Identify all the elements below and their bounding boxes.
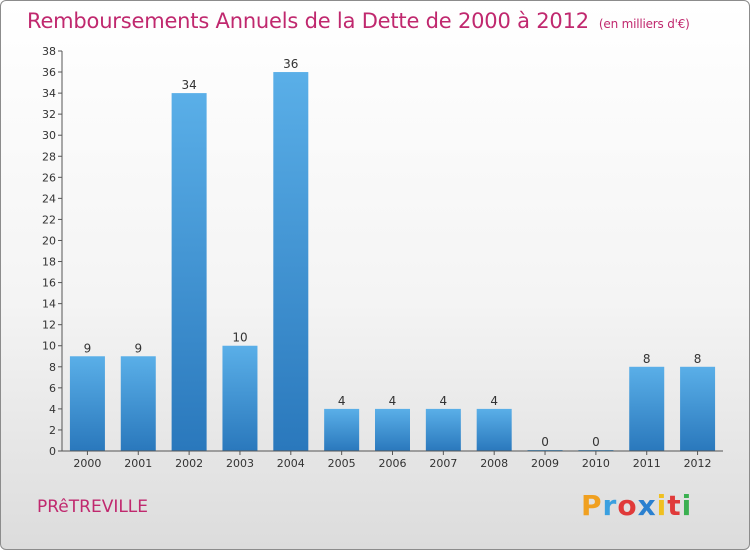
bar-value-label: 8 [694, 352, 702, 366]
bar [273, 72, 309, 451]
bar [425, 408, 461, 451]
y-tick-label: 32 [42, 108, 56, 121]
bar-value-label: 4 [338, 394, 346, 408]
x-tick-label: 2011 [633, 457, 661, 470]
bar-value-label: 10 [232, 331, 247, 345]
x-tick-label: 2004 [277, 457, 305, 470]
bar [69, 356, 105, 451]
x-tick-label: 2012 [684, 457, 712, 470]
proxiti-logo: Proxiti [581, 489, 692, 522]
x-tick-label: 2002 [175, 457, 203, 470]
logo-letter: t [667, 489, 682, 522]
y-tick-label: 0 [49, 445, 56, 458]
y-tick-label: 12 [42, 319, 56, 332]
x-axis: 2000 2001 2002 2003 2004 2005 2006 2007 2008 2009… [62, 450, 723, 470]
x-tick-label: 2005 [328, 457, 356, 470]
bar-value-label: 8 [643, 352, 651, 366]
x-tick-label: 2010 [582, 457, 610, 470]
logo-letter: P [581, 489, 603, 522]
x-tick-label: 2000 [73, 457, 101, 470]
y-tick-label: 18 [42, 256, 56, 269]
y-tick-label: 28 [42, 150, 56, 163]
bar [629, 366, 665, 451]
bar-value-label: 4 [440, 394, 448, 408]
logo-letter: x [637, 489, 657, 522]
bar [222, 345, 258, 451]
y-tick-label: 16 [42, 277, 56, 290]
x-tick-label: 2001 [124, 457, 152, 470]
bar-value-label: 34 [181, 78, 196, 92]
bar [476, 408, 512, 451]
logo-letter: r [602, 489, 618, 522]
y-tick-label: 30 [42, 129, 56, 142]
y-tick-label: 24 [42, 192, 56, 205]
chart-unit: (en milliers d'€) [598, 17, 690, 31]
y-tick-label: 36 [42, 66, 56, 79]
bar-value-label: 9 [134, 341, 142, 355]
y-tick-label: 2 [49, 424, 56, 437]
bar-value-label: 4 [389, 394, 397, 408]
town-name: PRêTREVILLE [37, 497, 149, 517]
y-tick-label: 10 [42, 340, 56, 353]
bar-value-label: 36 [283, 57, 298, 71]
y-tick-label: 22 [42, 213, 56, 226]
y-tick-label: 8 [49, 361, 56, 374]
y-tick-label: 4 [49, 403, 56, 416]
y-tick-label: 20 [42, 234, 56, 247]
logo-letter: i [681, 489, 693, 522]
bar-value-label: 4 [490, 394, 498, 408]
y-tick-label: 38 [42, 45, 56, 58]
logo-letter: o [617, 489, 638, 522]
bar [680, 366, 716, 451]
chart-title: Remboursements Annuels de la Dette de 20… [27, 9, 690, 33]
x-tick-label: 2003 [226, 457, 254, 470]
x-tick-label: 2008 [480, 457, 508, 470]
y-tick-label: 26 [42, 171, 56, 184]
bar-value-label: 0 [592, 435, 600, 449]
x-tick-label: 2009 [531, 457, 559, 470]
y-tick-label: 14 [42, 298, 56, 311]
bar [171, 93, 207, 452]
bar-value-label: 9 [84, 341, 92, 355]
y-tick-label: 6 [49, 382, 56, 395]
y-tick-label: 34 [42, 87, 56, 100]
x-tick-label: 2007 [429, 457, 457, 470]
bar [120, 356, 156, 451]
chart-title-text: Remboursements Annuels de la Dette de 20… [27, 9, 589, 33]
bars: 9 9 34 10 36 4 4 4 4 0 0 8 8 [69, 57, 716, 452]
bar [375, 408, 410, 451]
bar-value-label: 0 [541, 435, 549, 449]
x-tick-label: 2006 [379, 457, 407, 470]
bar [324, 408, 360, 451]
logo-letter: i [656, 489, 668, 522]
